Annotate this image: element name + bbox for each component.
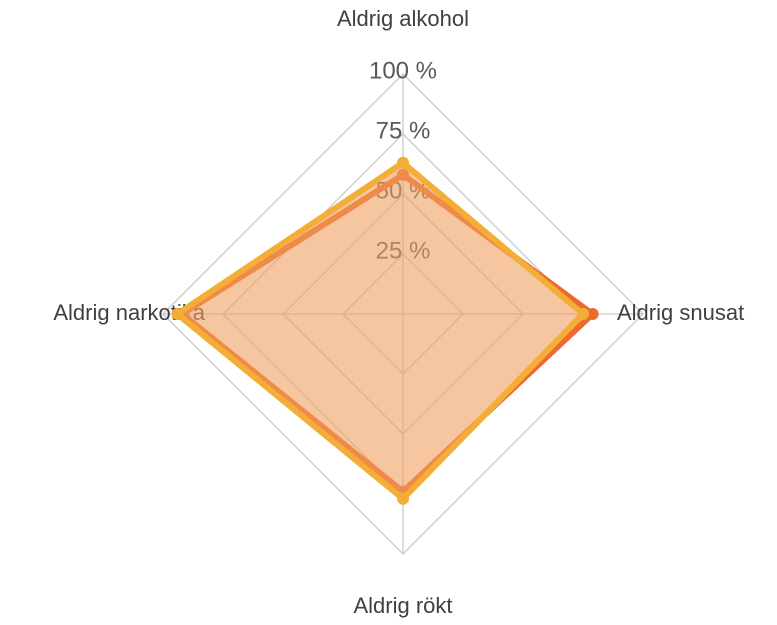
series-marker [397, 156, 409, 169]
category-label: Aldrig rökt [353, 593, 452, 618]
category-label: Aldrig snusat [617, 300, 744, 325]
series-marker [397, 492, 409, 505]
category-label: Aldrig alkohol [337, 6, 469, 31]
series-marker [586, 308, 599, 320]
series-area [174, 159, 586, 502]
series-marker [577, 308, 589, 320]
series-marker [171, 308, 184, 320]
r-tick-label: 75 % [376, 117, 431, 144]
r-tick-label: 100 % [369, 57, 437, 84]
